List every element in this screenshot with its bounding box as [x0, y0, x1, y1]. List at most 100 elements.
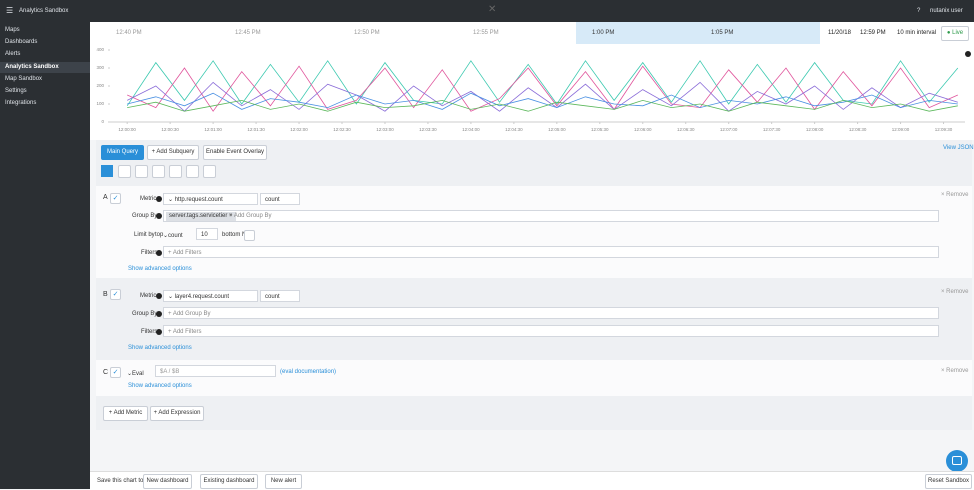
checkbox[interactable]: ✓ — [110, 289, 121, 300]
series-line — [127, 66, 958, 111]
x-tick-label: 12:01:00 — [204, 127, 222, 132]
x-tick-label: 12:02:30 — [333, 127, 351, 132]
nav-item[interactable]: Dashboards — [5, 39, 37, 45]
top-bar — [0, 0, 974, 22]
remove[interactable]: × Remove — [941, 289, 969, 295]
field-label: Metric — [140, 196, 156, 202]
x-tick-label: 12:06:00 — [634, 127, 652, 132]
agg-input[interactable]: count — [260, 290, 300, 302]
limit-field[interactable]: ⌄count — [163, 232, 183, 239]
nav-item[interactable]: Settings — [5, 88, 27, 94]
menu-icon[interactable]: ☰ — [6, 6, 13, 15]
timeline-label: 12:40 PM — [116, 30, 142, 36]
x-tick-label: 12:07:00 — [720, 127, 738, 132]
kind-label: Eval — [132, 371, 144, 377]
logo: ✕ — [488, 4, 496, 15]
y-tick-label: 0 — [101, 119, 104, 124]
advanced-link[interactable]: Show advanced options — [128, 383, 192, 389]
tab[interactable]: + Add Subquery — [147, 145, 199, 160]
chart-type-icon[interactable] — [203, 165, 216, 178]
chart-type-icon[interactable] — [152, 165, 165, 178]
x-tick-label: 12:01:30 — [247, 127, 265, 132]
add-metric[interactable]: + Add Metric — [103, 406, 148, 421]
save-label: Save this chart to: — [97, 478, 145, 484]
reset-button[interactable]: Reset Sandbox — [925, 474, 972, 489]
time[interactable]: 12:59 PM — [860, 30, 886, 36]
nav-item[interactable]: Alerts — [5, 51, 20, 57]
x-tick-label: 12:09:00 — [892, 127, 910, 132]
tab[interactable]: Enable Event Overlay — [203, 145, 267, 160]
nav-item[interactable]: Analytics Sandbox — [5, 64, 59, 70]
user[interactable]: nutanix user — [930, 8, 963, 14]
chart-type-icon[interactable] — [135, 165, 148, 178]
app-title: Analytics Sandbox — [19, 8, 68, 14]
x-tick-label: 12:05:30 — [591, 127, 609, 132]
x-tick-label: 12:07:30 — [763, 127, 781, 132]
x-tick-label: 12:04:00 — [462, 127, 480, 132]
y-tick-label: 400 — [96, 47, 104, 52]
help-icon[interactable] — [156, 250, 162, 256]
bottom-label: bottom N — [222, 232, 246, 238]
interval[interactable]: 10 min interval — [897, 30, 936, 36]
timeline-label: 1:00 PM — [592, 30, 614, 36]
checkbox[interactable]: ✓ — [110, 193, 121, 204]
group-input[interactable]: + Add Group By — [163, 307, 939, 319]
chip-label: server.tags.servicetier — [169, 213, 227, 219]
tab[interactable]: Main Query — [101, 145, 144, 160]
filters-input[interactable]: + Add Filters — [163, 325, 939, 337]
chart-help-icon[interactable] — [965, 51, 971, 57]
group-chip[interactable]: server.tags.servicetier × — [166, 212, 236, 221]
chart-type-icon[interactable] — [118, 165, 131, 178]
advanced-link[interactable]: Show advanced options — [128, 345, 192, 351]
x-tick-label: 12:06:30 — [677, 127, 695, 132]
save-button[interactable]: New alert — [265, 474, 302, 489]
y-tick-label: 100 — [96, 101, 104, 106]
advanced-link[interactable]: Show advanced options — [128, 266, 192, 272]
kind[interactable]: ⌄Eval — [127, 370, 144, 377]
view-json[interactable]: View JSON — [943, 145, 974, 151]
x-tick-label: 12:00:30 — [161, 127, 179, 132]
x-tick-label: 12:00:00 — [118, 127, 136, 132]
placeholder: + Add Group By — [229, 213, 272, 219]
remove-label: Remove — [946, 192, 968, 198]
agg-input[interactable]: count — [260, 193, 300, 205]
query-label: C — [103, 369, 108, 376]
live-button[interactable]: ● Live — [941, 26, 969, 41]
group-input[interactable] — [163, 210, 939, 222]
metric-input[interactable]: ⌄ http.request.count — [163, 193, 258, 205]
checkbox[interactable] — [244, 230, 255, 241]
add-expression[interactable]: + Add Expression — [150, 406, 204, 421]
remove[interactable]: × Remove — [941, 368, 969, 374]
chart-type-icon[interactable] — [169, 165, 182, 178]
remove-label: Remove — [946, 368, 968, 374]
x-tick-label: 12:03:00 — [376, 127, 394, 132]
help-icon[interactable] — [156, 329, 162, 335]
field-label: Limit by — [134, 232, 155, 238]
chart-type-icon[interactable] — [186, 165, 199, 178]
metric-input[interactable]: ⌄ layer4.request.count — [163, 290, 258, 302]
limit-n[interactable]: 10 — [196, 228, 218, 240]
help[interactable]: ? — [917, 8, 920, 14]
date[interactable]: 11/20/18 — [828, 30, 851, 36]
checkbox[interactable]: ✓ — [110, 367, 121, 378]
expr-input[interactable]: $A / $B — [155, 365, 276, 377]
metric: layer4.request.count — [175, 294, 229, 300]
chart-type-icon[interactable] — [101, 165, 113, 177]
help-icon[interactable] — [156, 196, 162, 202]
filters-input[interactable]: + Add Filters — [163, 246, 939, 258]
save-button[interactable]: Existing dashboard — [200, 474, 258, 489]
help-icon[interactable] — [156, 293, 162, 299]
save-button[interactable]: New dashboard — [143, 474, 192, 489]
field-label: Filters — [141, 329, 157, 335]
help-icon[interactable] — [156, 311, 162, 317]
remove[interactable]: × Remove — [941, 192, 969, 198]
timeline-label: 12:50 PM — [354, 30, 380, 36]
help-icon[interactable] — [156, 213, 162, 219]
nav-item[interactable]: Maps — [5, 27, 20, 33]
nav-item[interactable]: Integrations — [5, 100, 36, 106]
doc-link[interactable]: (eval documentation) — [280, 369, 336, 375]
field-label: Group By — [132, 213, 157, 219]
nav-item[interactable]: Map Sandbox — [5, 76, 42, 82]
